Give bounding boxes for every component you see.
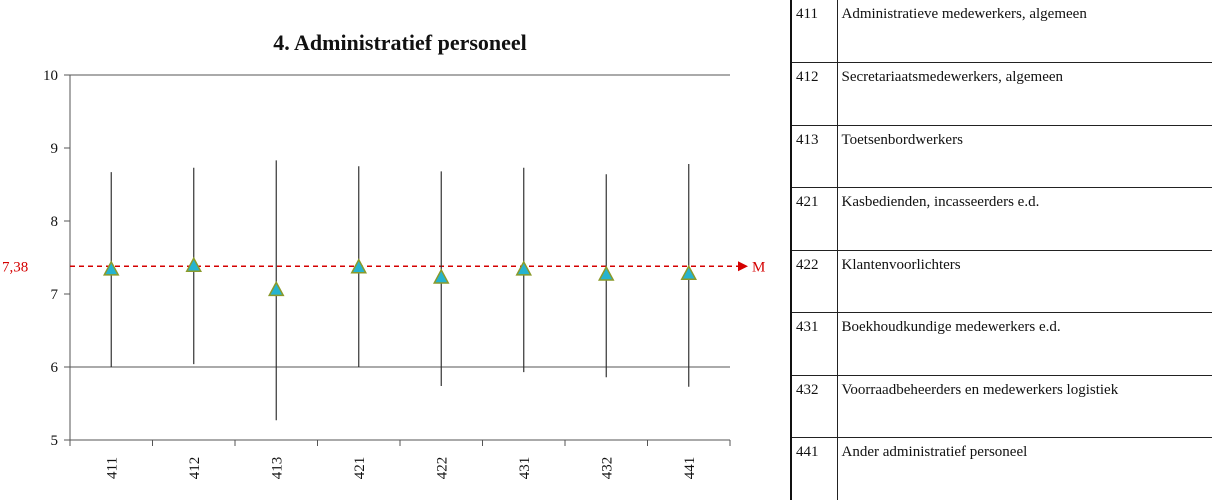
legend-row: 421 Kasbedienden, incasseerders e.d. <box>790 187 1212 251</box>
x-tick-label: 412 <box>187 457 203 480</box>
legend-row: 412 Secretariaatsmedewerkers, algemeen <box>790 62 1212 126</box>
legend-code: 421 <box>790 187 838 251</box>
mean-marker <box>350 258 368 274</box>
mean-end-label: M <box>752 259 765 275</box>
x-tick-label: 431 <box>517 457 533 480</box>
legend-code: 432 <box>790 374 838 438</box>
y-tick-label: 5 <box>51 433 59 449</box>
x-tick-label: 432 <box>599 457 615 480</box>
x-tick-label: 441 <box>682 457 698 480</box>
legend-body: 411 Administratieve medewerkers, algemeen… <box>790 0 1212 500</box>
chart-title: 4. Administratief personeel <box>273 30 527 55</box>
chart-svg: 4. Administratief personeel 5 6 7 8 9 10 411 412… <box>2 30 765 480</box>
y-tick-label: 10 <box>43 68 58 84</box>
mean-marker <box>267 280 285 297</box>
legend-row: 432 Voorraadbeheerders en medewerkers log… <box>790 374 1212 438</box>
legend-label: Boekhoudkundige medewerkers e.d. <box>836 312 1212 376</box>
legend-code: 441 <box>790 437 838 500</box>
x-tick-label: 413 <box>269 457 285 480</box>
x-tick-label: 411 <box>104 457 120 479</box>
mean-marker <box>432 268 450 284</box>
mean-marker <box>515 260 533 276</box>
y-tick-label: 7 <box>51 287 59 303</box>
x-tick-label: 422 <box>434 457 450 480</box>
legend-row: 441 Ander administratief personeel <box>790 437 1212 500</box>
mean-marker <box>680 264 698 281</box>
legend-code: 413 <box>790 124 838 188</box>
mean-marker <box>102 260 120 276</box>
legend-label: Kasbedienden, incasseerders e.d. <box>836 187 1212 251</box>
y-tick-label: 8 <box>51 214 59 230</box>
legend-row: 411 Administratieve medewerkers, algemeen <box>790 0 1212 63</box>
mean-marker <box>185 256 203 273</box>
legend-label: Klantenvoorlichters <box>836 249 1212 313</box>
legend-code: 412 <box>790 62 838 126</box>
y-tick-label: 9 <box>51 141 59 157</box>
legend-label: Toetsenbordwerkers <box>836 124 1212 188</box>
mean-value-label: 7,38 <box>2 259 28 275</box>
legend-table: 411 Administratieve medewerkers, algemeen… <box>790 0 1212 500</box>
mean-marker <box>597 265 615 281</box>
legend-label: Secretariaatsmedewerkers, algemeen <box>836 62 1212 126</box>
legend-code: 431 <box>790 312 838 376</box>
legend-label: Ander administratief personeel <box>836 437 1212 500</box>
legend-label: Administratieve medewerkers, algemeen <box>836 0 1212 63</box>
chart-panel: 4. Administratief personeel 5 6 7 8 9 10 411 412… <box>2 30 765 480</box>
y-tick-label: 6 <box>51 360 59 376</box>
x-tick-label: 421 <box>352 457 368 480</box>
legend-label: Voorraadbeheerders en medewerkers logist… <box>836 374 1212 438</box>
legend-row: 431 Boekhoudkundige medewerkers e.d. <box>790 312 1212 376</box>
legend-code: 411 <box>790 0 838 63</box>
legend-row: 422 Klantenvoorlichters <box>790 249 1212 313</box>
legend-row: 413 Toetsenbordwerkers <box>790 124 1212 188</box>
mean-arrow-icon <box>738 261 748 272</box>
legend-code: 422 <box>790 249 838 313</box>
